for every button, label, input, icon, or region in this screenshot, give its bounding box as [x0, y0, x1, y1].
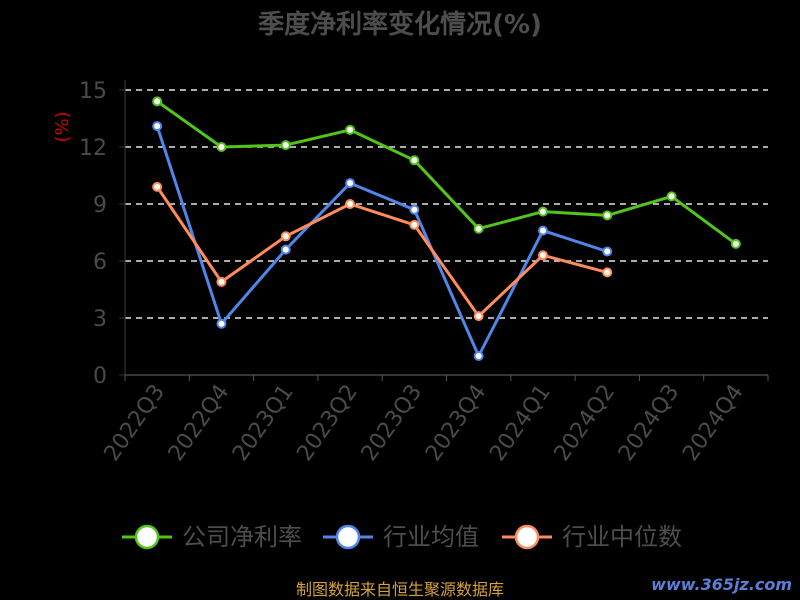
data-point[interactable]	[280, 231, 291, 242]
y-axis-unit: (%)	[52, 111, 73, 142]
data-point[interactable]	[473, 351, 484, 361]
x-tick-label: 2023Q3	[357, 380, 428, 466]
data-point[interactable]	[216, 276, 227, 287]
x-tick-label: 2023Q1	[228, 380, 299, 466]
data-point[interactable]	[345, 199, 356, 209]
y-tick-labels: 0 3 6 9 12 15	[79, 79, 125, 389]
y-tick-label: 12	[79, 136, 107, 161]
y-tick-label: 6	[93, 250, 107, 275]
x-tick-label: 2022Q3	[100, 380, 171, 466]
data-point[interactable]	[152, 121, 163, 132]
data-point[interactable]	[216, 142, 227, 152]
data-point[interactable]	[216, 318, 227, 329]
data-point[interactable]	[152, 181, 163, 192]
data-point[interactable]	[602, 267, 613, 278]
data-point[interactable]	[409, 155, 420, 166]
data-point[interactable]	[409, 204, 420, 215]
y-tick-label: 3	[93, 307, 107, 332]
y-tick-label: 15	[79, 79, 107, 104]
x-tick-label: 2024Q3	[614, 380, 685, 466]
series-lines	[152, 96, 741, 361]
x-tick-label: 2024Q2	[550, 380, 621, 466]
legend-label: 公司净利率	[182, 523, 302, 551]
data-point[interactable]	[473, 223, 484, 234]
legend-marker	[514, 524, 540, 550]
data-point[interactable]	[152, 96, 163, 107]
data-source-note: 制图数据来自恒生聚源数据库	[296, 580, 504, 599]
legend-label: 行业均值	[383, 523, 479, 551]
legend-item[interactable]: 行业均值	[323, 523, 479, 551]
y-tick-label: 0	[93, 364, 107, 389]
data-point[interactable]	[409, 219, 420, 230]
data-point[interactable]	[537, 250, 548, 261]
data-point[interactable]	[537, 206, 548, 217]
grid-lines	[125, 89, 768, 319]
legend-item[interactable]: 行业中位数	[502, 523, 682, 551]
x-tick-label: 2024Q4	[678, 380, 749, 466]
x-tick-labels: 2022Q32022Q42023Q12023Q22023Q32023Q42024…	[100, 375, 769, 466]
axes	[124, 80, 768, 376]
legend[interactable]: 公司净利率 行业均值 行业中位数	[122, 523, 682, 551]
x-tick-label: 2023Q2	[292, 380, 363, 466]
data-point[interactable]	[537, 225, 548, 236]
series-line	[155, 186, 608, 318]
x-tick-label: 2024Q1	[485, 380, 556, 466]
series-line	[156, 100, 737, 246]
data-point[interactable]	[602, 210, 613, 221]
series-line	[155, 125, 608, 358]
data-point[interactable]	[345, 124, 356, 135]
legend-marker	[134, 524, 160, 550]
data-point[interactable]	[345, 178, 356, 189]
series-行业中位数	[152, 181, 613, 322]
legend-marker	[335, 524, 361, 550]
chart-title: 季度净利率变化情况(%)	[258, 9, 542, 40]
data-point[interactable]	[280, 244, 291, 255]
data-point[interactable]	[666, 191, 677, 202]
y-tick-label: 9	[93, 193, 107, 218]
x-tick-label: 2022Q4	[164, 380, 235, 466]
x-tick-label: 2023Q4	[421, 380, 492, 466]
data-point[interactable]	[473, 311, 484, 322]
data-point[interactable]	[280, 140, 291, 151]
legend-label: 行业中位数	[562, 523, 682, 551]
series-行业均值	[152, 121, 613, 361]
watermark: www.365jz.com	[651, 575, 792, 594]
data-point[interactable]	[602, 246, 613, 257]
legend-item[interactable]: 公司净利率	[122, 523, 302, 551]
data-point[interactable]	[730, 238, 741, 249]
series-公司净利率	[152, 96, 741, 249]
